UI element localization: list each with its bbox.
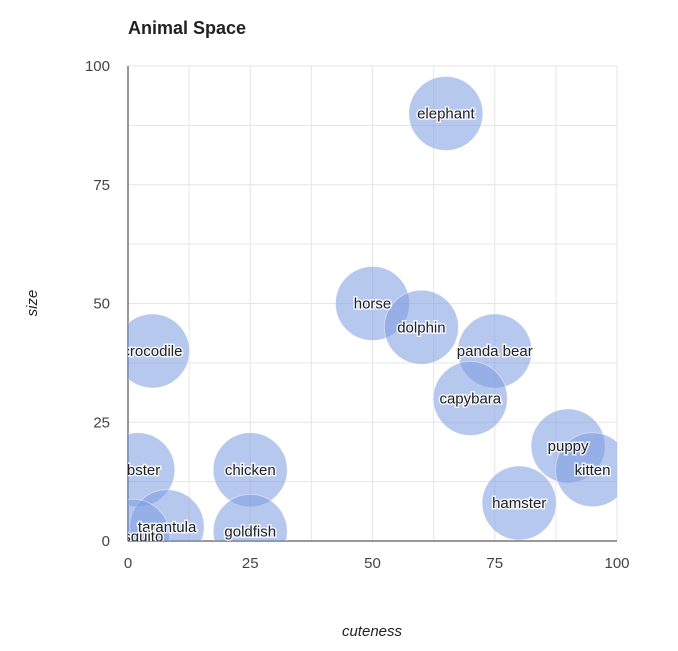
x-tick-label: 100 <box>604 555 629 572</box>
bubble-label: capybara <box>439 391 501 408</box>
bubble-label: lobster <box>115 462 160 479</box>
bubble-label: horse <box>354 296 392 313</box>
x-tick-label: 75 <box>486 555 503 572</box>
bubble-label: puppy <box>548 438 589 455</box>
y-tick-label: 25 <box>93 414 110 431</box>
bubble-label: panda bear <box>457 343 533 360</box>
bubble-label: kitten <box>575 462 611 479</box>
bubbles <box>128 76 617 541</box>
bubble-label: chicken <box>225 462 276 479</box>
bubble-point <box>383 289 459 365</box>
x-axis-label: cuteness <box>342 623 403 640</box>
x-tick-label: 0 <box>124 555 132 572</box>
y-tick-label: 100 <box>85 58 110 75</box>
tick-labels: 0 25 50 75 100 0 25 50 75 100 <box>85 58 630 572</box>
y-tick-label: 75 <box>93 177 110 194</box>
bubble-labels: elephant horse dolphin panda bear capybara cr… <box>102 104 612 545</box>
y-axis-label: size <box>24 290 41 317</box>
bubble-label: mosquito <box>102 528 163 545</box>
x-tick-label: 50 <box>364 555 381 572</box>
bubble-point <box>128 498 171 541</box>
bubble-point <box>555 432 617 508</box>
bubble-point <box>212 494 288 541</box>
y-tick-label: 50 <box>93 296 110 313</box>
bubble-label: elephant <box>417 106 475 123</box>
bubble-point <box>408 76 484 151</box>
bubble-label: hamster <box>492 495 546 512</box>
bubble-point <box>481 465 557 541</box>
chart-title: Animal Space <box>128 18 246 38</box>
bubble-point <box>128 313 190 389</box>
bubble-label: dolphin <box>397 319 445 336</box>
bubble-label: tarantula <box>138 519 197 536</box>
bubble-point <box>432 361 508 436</box>
y-tick-label: 0 <box>102 533 110 550</box>
x-tick-label: 25 <box>242 555 259 572</box>
bubble-label: crocodile <box>122 343 182 360</box>
bubble-label: goldfish <box>224 524 276 541</box>
